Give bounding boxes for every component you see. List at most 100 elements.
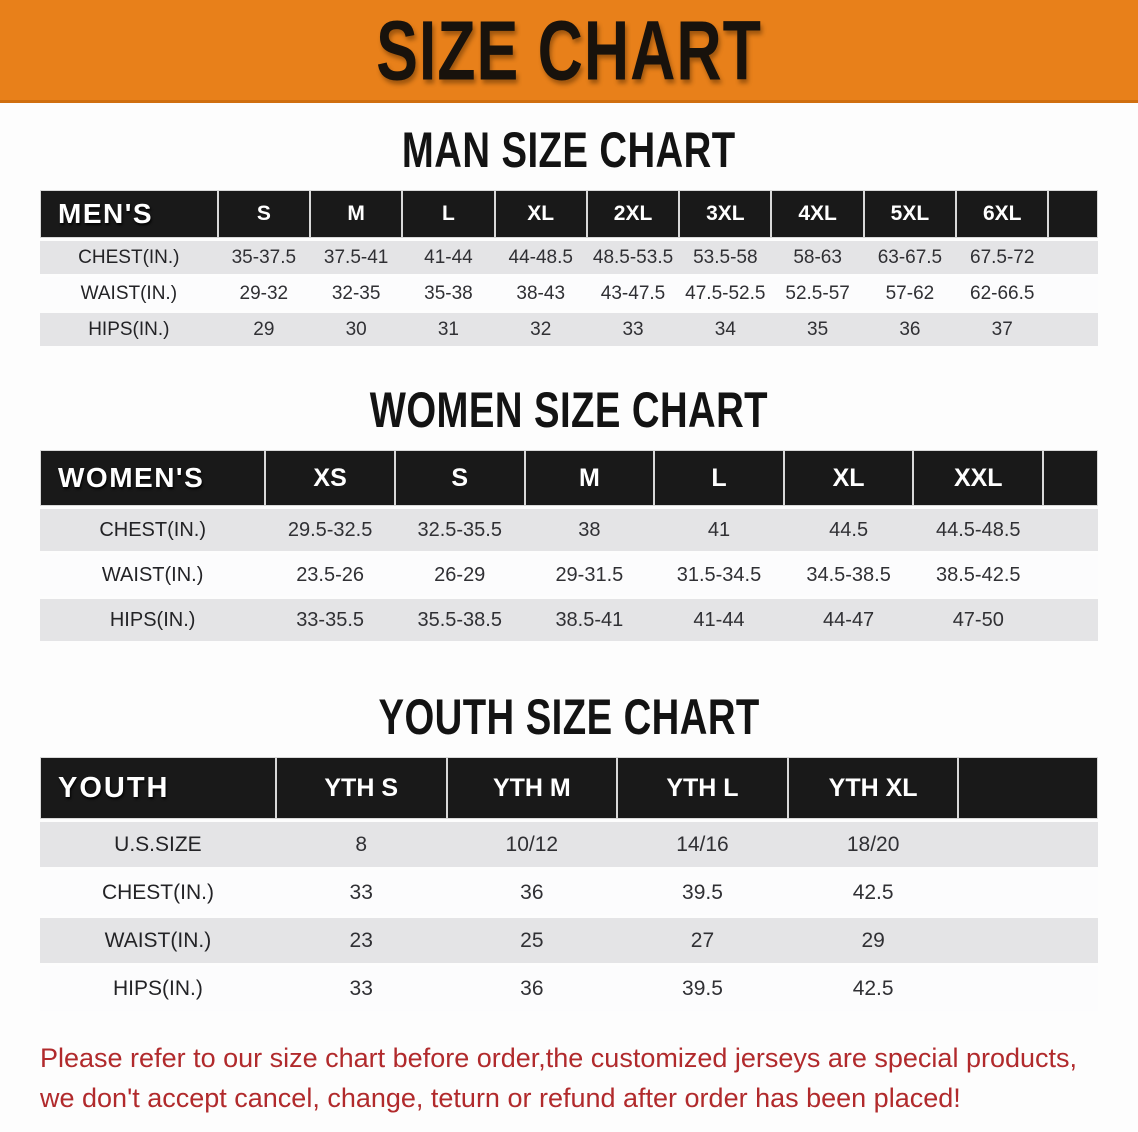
disclaimer-line-2: we don't accept cancel, change, teturn o… [40,1083,961,1113]
size-value-cell: 37 [956,313,1049,346]
row-label: WAIST(IN.) [40,277,218,310]
size-value-cell: 38.5-42.5 [913,554,1044,596]
size-value-cell: 38-43 [494,277,587,310]
table-row: HIPS(IN.) 29 30 31 32 33 34 35 36 37 [40,313,1098,346]
banner-title: SIZE CHART [376,2,762,98]
size-value-cell: 37.5-41 [309,241,403,274]
size-value-cell: 29.5-32.5 [265,509,395,551]
size-value-cell: 47-50 [913,599,1044,641]
youth-section-title: YOUTH SIZE CHART [378,689,760,746]
column-header: 4XL [771,190,864,238]
column-header: 2XL [586,190,680,238]
size-value-cell: 43-47.5 [586,277,680,310]
size-value-cell: 34.5-38.5 [783,554,914,596]
column-header: YTH XL [787,757,959,819]
table-corner-label: MEN'S [40,190,218,238]
row-label: U.S.SIZE [40,822,276,867]
table-row: HIPS(IN.) 33-35.5 35.5-38.5 38.5-41 41-44 44-… [40,599,1098,641]
size-value-cell: 8 [275,822,447,867]
size-value-cell: 44-47 [783,599,914,641]
size-value-cell: 33 [275,870,447,915]
column-header: YTH S [275,757,447,819]
women-section-title-wrap: WOMEN SIZE CHART [0,382,1138,439]
row-label: WAIST(IN.) [40,554,266,596]
size-value-cell: 63-67.5 [863,241,957,274]
column-header: M [309,190,403,238]
row-filler-cell [958,966,1098,1011]
size-value-cell: 47.5-52.5 [679,277,772,310]
table-corner-label: WOMEN'S [40,450,266,506]
size-value-cell: 42.5 [787,966,959,1011]
size-value-cell: 23 [275,918,447,963]
size-value-cell: 33-35.5 [265,599,395,641]
size-value-cell: 62-66.5 [956,277,1049,310]
size-value-cell: 39.5 [617,870,788,915]
size-value-cell: 29-32 [217,277,310,310]
column-header: XXL [913,450,1044,506]
women-section-title: WOMEN SIZE CHART [369,382,769,439]
size-value-cell: 44.5 [783,509,914,551]
row-filler-cell [958,822,1098,867]
table-row: CHEST(IN.) 29.5-32.5 32.5-35.5 38 41 44.5 44.5… [40,509,1098,551]
size-value-cell: 44.5-48.5 [913,509,1044,551]
women-size-table: WOMEN'S XS S M L XL XXL CHEST(IN.) 29.5-32.5 32.5… [40,447,1098,644]
column-header: YTH L [617,757,788,819]
table-row: U.S.SIZE 8 10/12 14/16 18/20 [40,822,1098,867]
size-value-cell: 41-44 [654,599,784,641]
size-value-cell: 38.5-41 [524,599,655,641]
size-chart-banner: SIZE CHART [0,0,1138,103]
size-value-cell: 35.5-38.5 [394,599,525,641]
column-header: 3XL [679,190,772,238]
size-value-cell: 26-29 [394,554,525,596]
table-header-row: YOUTH YTH S YTH M YTH L YTH XL [40,757,1098,819]
size-value-cell: 31.5-34.5 [654,554,784,596]
disclaimer-text: Please refer to our size chart before or… [40,1038,1138,1118]
column-header: XS [265,450,395,506]
column-header: M [524,450,655,506]
row-filler-cell [1043,599,1098,641]
table-row: WAIST(IN.) 29-32 32-35 35-38 38-43 43-47.5 47.… [40,277,1098,310]
size-value-cell: 32 [494,313,587,346]
row-filler-cell [1043,554,1098,596]
row-filler-cell [1048,277,1098,310]
header-filler-cell [958,757,1098,819]
row-filler-cell [1043,509,1098,551]
size-value-cell: 36 [446,966,618,1011]
size-value-cell: 53.5-58 [679,241,772,274]
size-value-cell: 30 [309,313,403,346]
row-filler-cell [958,918,1098,963]
table-row: HIPS(IN.) 33 36 39.5 42.5 [40,966,1098,1011]
size-value-cell: 35-37.5 [217,241,310,274]
size-value-cell: 67.5-72 [956,241,1049,274]
table-row: CHEST(IN.) 35-37.5 37.5-41 41-44 44-48.5 48.5… [40,241,1098,274]
youth-section-title-wrap: YOUTH SIZE CHART [0,689,1138,746]
table-row: WAIST(IN.) 23 25 27 29 [40,918,1098,963]
size-value-cell: 10/12 [446,822,618,867]
column-header: XL [783,450,914,506]
size-value-cell: 41 [654,509,784,551]
row-filler-cell [1048,241,1098,274]
men-section-title: MAN SIZE CHART [402,122,736,179]
row-label: HIPS(IN.) [40,599,266,641]
size-value-cell: 35-38 [402,277,495,310]
size-value-cell: 57-62 [863,277,957,310]
size-value-cell: 48.5-53.5 [586,241,680,274]
size-value-cell: 27 [617,918,788,963]
row-label: HIPS(IN.) [40,966,276,1011]
header-filler-cell [1043,450,1098,506]
size-value-cell: 25 [446,918,618,963]
size-value-cell: 36 [863,313,957,346]
row-filler-cell [958,870,1098,915]
size-value-cell: 33 [275,966,447,1011]
row-label: CHEST(IN.) [40,870,276,915]
size-value-cell: 23.5-26 [265,554,395,596]
size-value-cell: 42.5 [787,870,959,915]
row-label: HIPS(IN.) [40,313,218,346]
size-value-cell: 32-35 [309,277,403,310]
size-value-cell: 14/16 [617,822,788,867]
header-filler-cell [1048,190,1098,238]
column-header: 5XL [863,190,957,238]
size-value-cell: 29-31.5 [524,554,655,596]
size-value-cell: 31 [402,313,495,346]
size-value-cell: 32.5-35.5 [394,509,525,551]
